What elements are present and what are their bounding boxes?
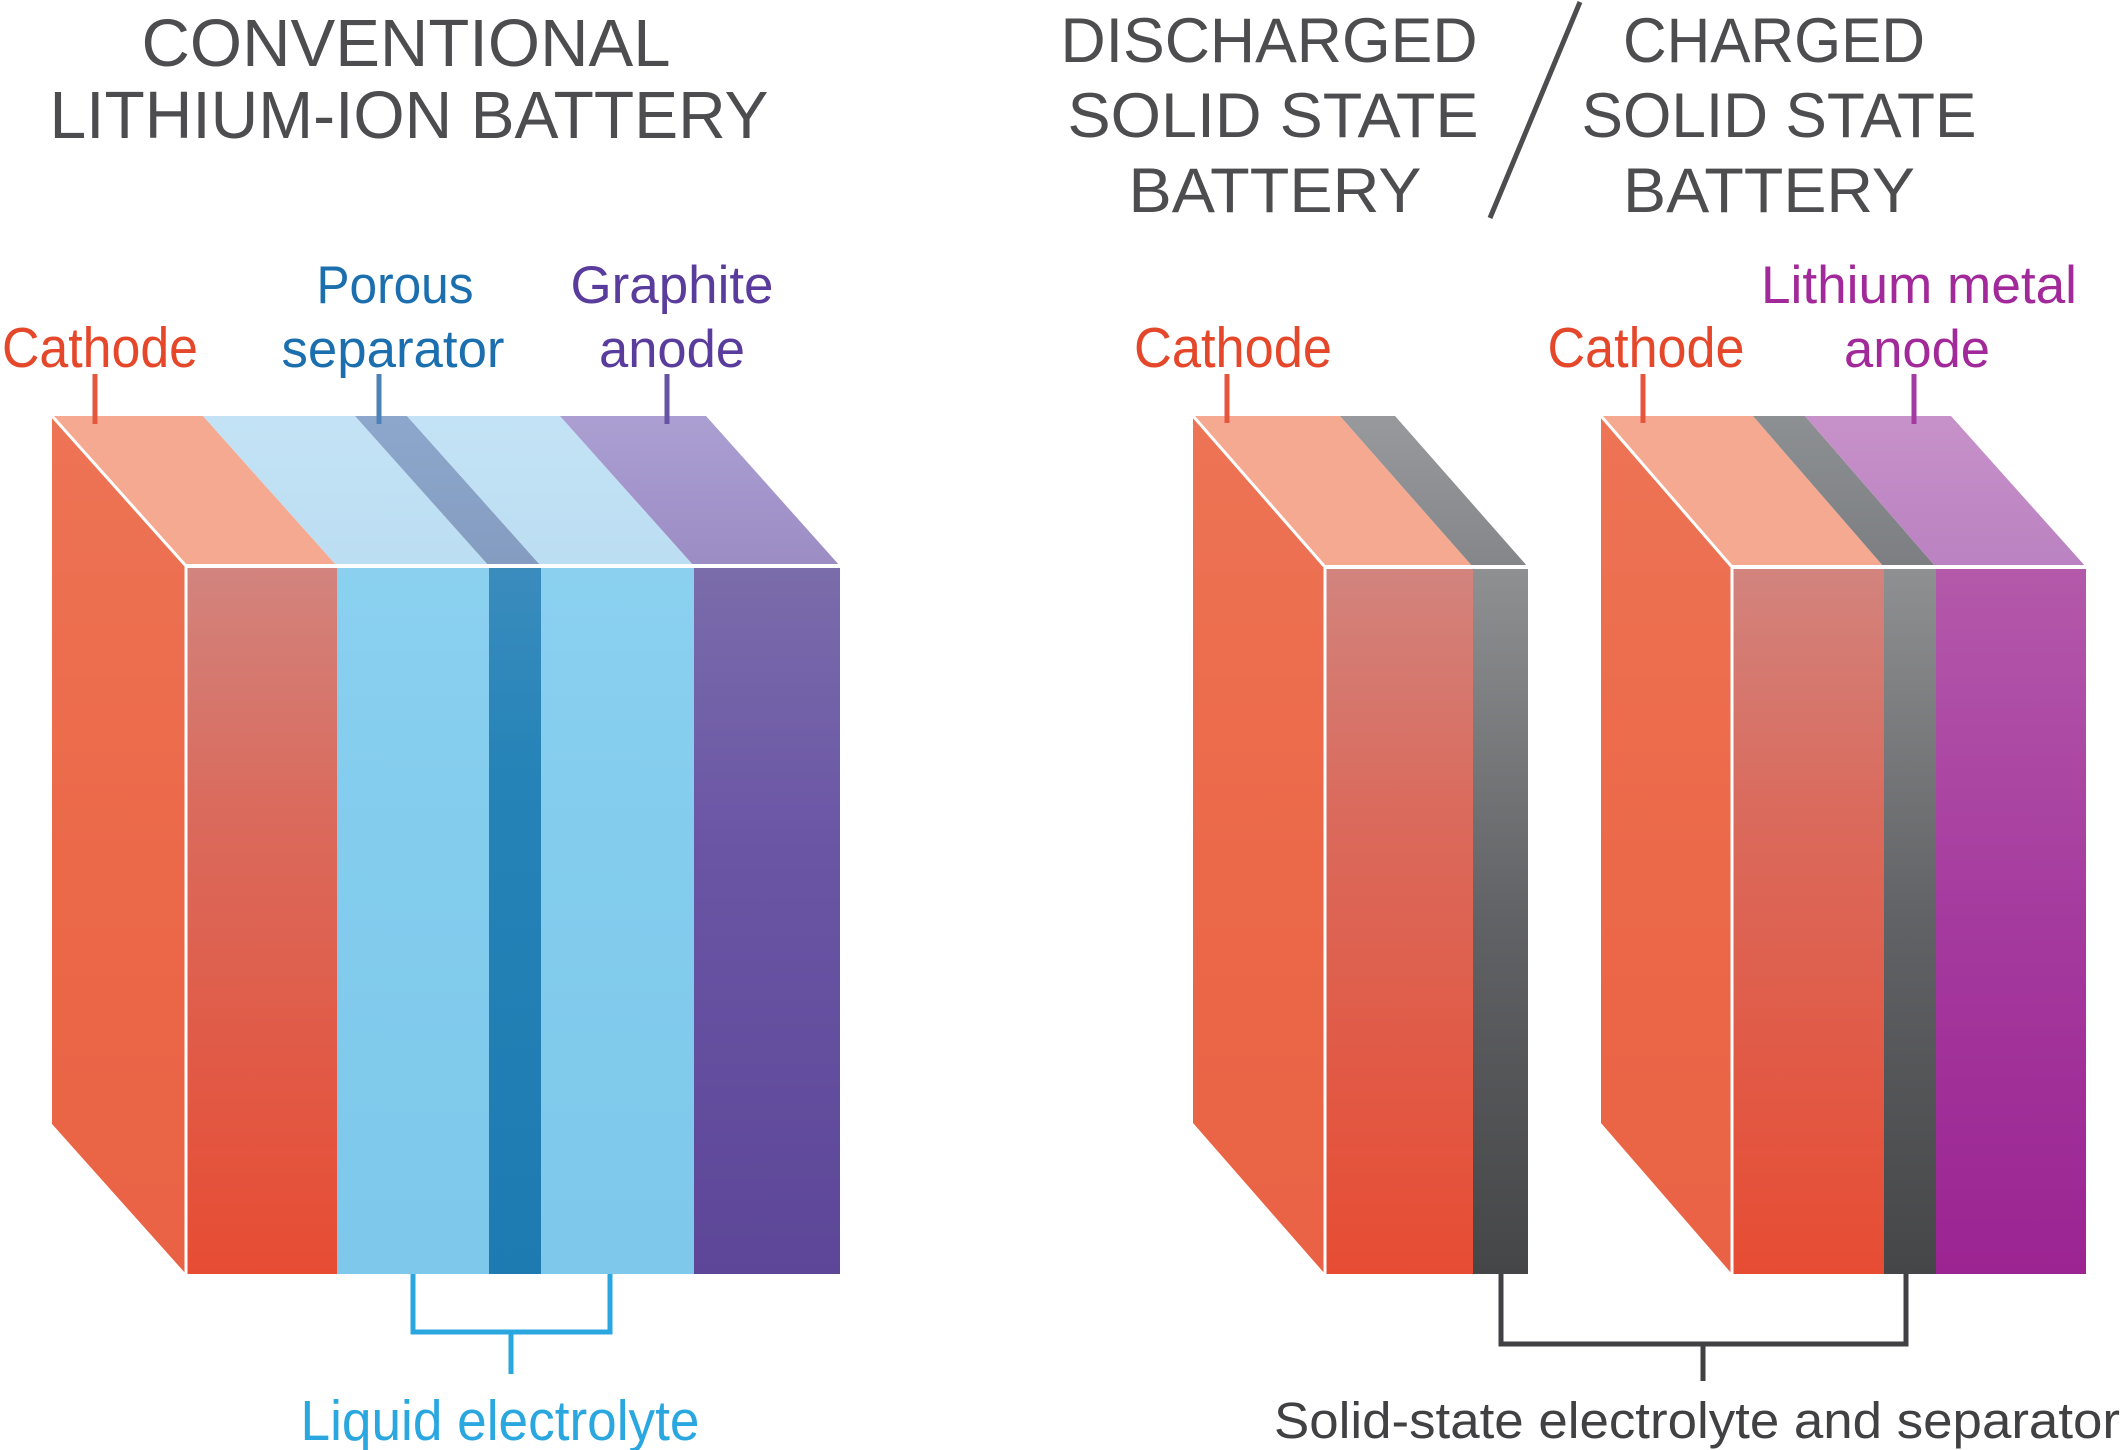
svg-text:CHARGED: CHARGED (1623, 6, 1925, 76)
svg-text:Cathode: Cathode (1548, 316, 1745, 380)
svg-text:BATTERY: BATTERY (1129, 156, 1422, 226)
svg-text:CONVENTIONAL: CONVENTIONAL (142, 6, 671, 81)
svg-text:Liquid electrolyte: Liquid electrolyte (301, 1389, 700, 1450)
svg-text:anode: anode (599, 320, 745, 379)
svg-text:Solid-state electrolyte and se: Solid-state electrolyte and separator (1274, 1392, 2120, 1449)
svg-text:Lithium metal: Lithium metal (1761, 256, 2077, 315)
svg-text:DISCHARGED: DISCHARGED (1061, 6, 1478, 76)
svg-text:LITHIUM-ION BATTERY: LITHIUM-ION BATTERY (50, 78, 769, 153)
svg-text:BATTERY: BATTERY (1623, 156, 1915, 226)
svg-text:anode: anode (1844, 320, 1990, 379)
svg-text:Cathode: Cathode (2, 316, 198, 380)
svg-text:Cathode: Cathode (1134, 316, 1332, 380)
svg-text:Porous: Porous (317, 256, 474, 315)
svg-text:separator: separator (282, 320, 505, 379)
svg-text:SOLID STATE: SOLID STATE (1582, 81, 1977, 151)
svg-text:SOLID STATE: SOLID STATE (1068, 81, 1479, 151)
svg-text:Graphite: Graphite (571, 256, 774, 315)
